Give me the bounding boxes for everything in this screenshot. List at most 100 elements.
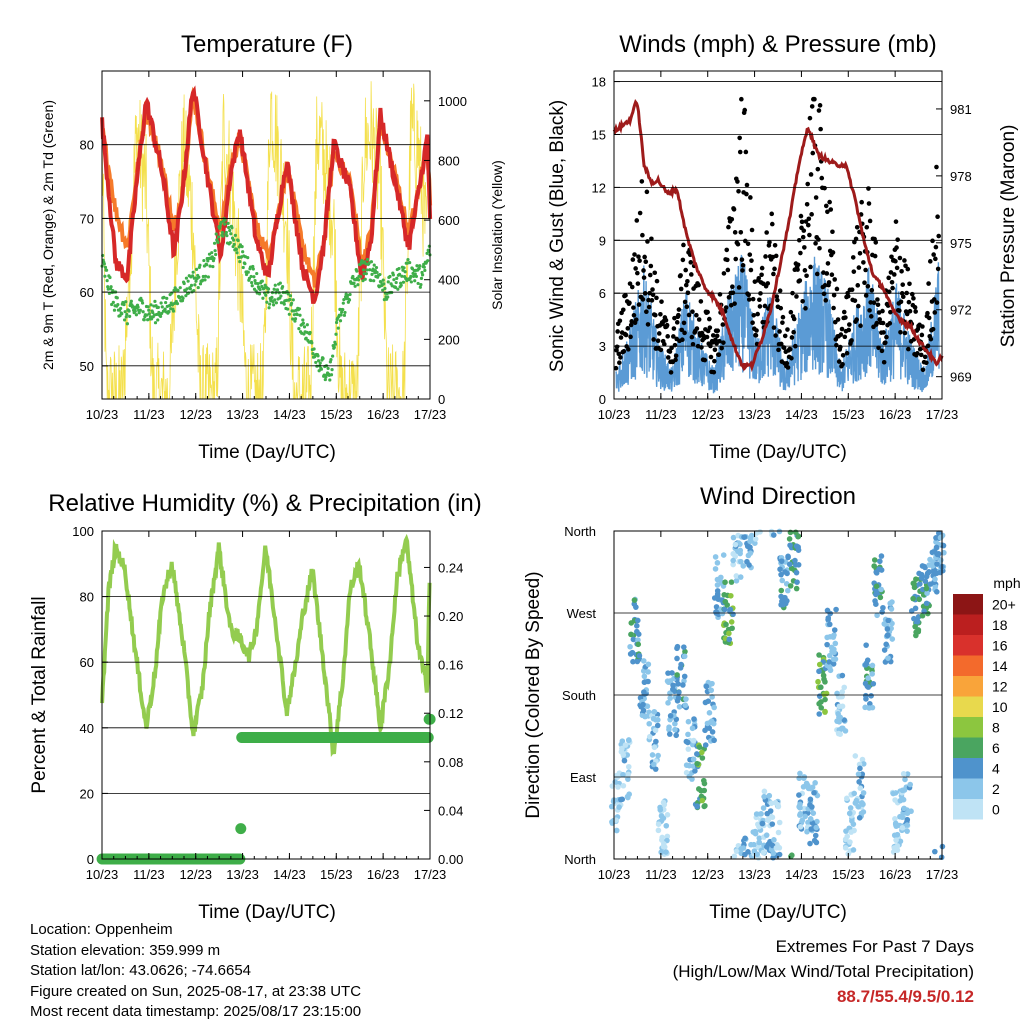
direction-point bbox=[866, 705, 873, 711]
direction-point bbox=[784, 587, 791, 594]
solar-series-line bbox=[101, 81, 428, 400]
direction-point bbox=[792, 557, 798, 564]
direction-point bbox=[881, 647, 888, 653]
gust-point bbox=[681, 320, 687, 326]
legend-label: 4 bbox=[992, 760, 1000, 776]
dewpoint-point bbox=[414, 274, 419, 279]
gust-point bbox=[828, 207, 834, 212]
dewpoint-point bbox=[271, 303, 276, 307]
legend-swatch bbox=[953, 655, 983, 676]
gust-point bbox=[891, 272, 897, 277]
direction-point bbox=[763, 832, 770, 838]
gust-point bbox=[759, 272, 764, 278]
dewpoint-point bbox=[124, 300, 128, 304]
direction-point bbox=[737, 574, 744, 580]
winds-xtick-label: 11/23 bbox=[645, 407, 677, 422]
gust-point bbox=[823, 298, 829, 303]
dewpoint-point bbox=[399, 283, 403, 287]
direction-point bbox=[732, 541, 739, 548]
direction-point bbox=[653, 738, 659, 745]
dewpoint-point bbox=[103, 274, 107, 278]
gust-point bbox=[618, 335, 624, 340]
legend-label: 18 bbox=[992, 617, 1008, 633]
direction-point bbox=[730, 561, 736, 568]
direction-xtick-label: 13/23 bbox=[738, 867, 771, 882]
recent-data-text: Most recent data timestamp: 2025/08/17 2… bbox=[30, 1003, 362, 1020]
direction-point bbox=[769, 821, 776, 827]
gust-point bbox=[673, 353, 679, 359]
direction-point bbox=[647, 733, 653, 740]
temperature-ytick-label: 50 bbox=[80, 359, 94, 374]
gust-point bbox=[889, 279, 895, 285]
direction-point bbox=[824, 641, 830, 648]
dewpoint-point bbox=[216, 240, 220, 244]
temperature-xtick-label: 12/23 bbox=[179, 407, 212, 422]
direction-point bbox=[654, 722, 661, 729]
direction-point bbox=[758, 811, 764, 817]
dewpoint-point bbox=[211, 264, 215, 269]
gust-point bbox=[647, 272, 653, 278]
dewpoint-point bbox=[278, 281, 282, 285]
gust-point bbox=[717, 338, 722, 344]
gust-point bbox=[930, 326, 936, 332]
gust-point bbox=[890, 285, 895, 291]
dewpoint-point bbox=[409, 280, 413, 284]
winds-xtick-label: 13/23 bbox=[738, 407, 771, 422]
direction-point bbox=[932, 576, 938, 583]
dewpoint-point bbox=[318, 361, 322, 365]
gust-point bbox=[680, 257, 686, 263]
temperature-xtick-label: 15/23 bbox=[320, 407, 353, 422]
humidity-xtick-label: 10/23 bbox=[86, 867, 119, 882]
direction-point bbox=[794, 579, 800, 585]
dewpoint-point bbox=[212, 241, 217, 245]
direction-point bbox=[665, 700, 671, 706]
dewpoint-point bbox=[141, 310, 145, 314]
temperature-y2tick-label: 0 bbox=[438, 392, 445, 407]
dewpoint-point bbox=[122, 302, 126, 307]
direction-point bbox=[859, 756, 866, 763]
direction-point bbox=[702, 802, 708, 809]
gust-point bbox=[902, 330, 908, 336]
direction-point bbox=[922, 578, 929, 585]
gust-point bbox=[824, 271, 830, 276]
direction-point bbox=[712, 566, 719, 572]
dewpoint-point bbox=[191, 270, 195, 274]
gust-point bbox=[795, 267, 800, 272]
dewpoint-point bbox=[255, 271, 259, 276]
gust-point bbox=[683, 267, 688, 273]
dewpoint-point bbox=[270, 291, 275, 295]
gust-point bbox=[736, 189, 741, 194]
legend-swatch bbox=[953, 717, 983, 738]
gust-point bbox=[655, 338, 661, 344]
dewpoint-point bbox=[383, 286, 387, 291]
dewpoint-point bbox=[360, 259, 364, 263]
gust-point bbox=[889, 254, 894, 260]
direction-point bbox=[847, 805, 854, 811]
direction-point bbox=[726, 630, 732, 637]
gust-point bbox=[869, 287, 875, 293]
gust-point bbox=[898, 330, 903, 335]
gust-point bbox=[819, 175, 825, 181]
gust-point bbox=[907, 308, 913, 314]
direction-point bbox=[740, 563, 747, 569]
legend-swatch bbox=[953, 758, 983, 779]
gust-point bbox=[840, 361, 845, 367]
direction-point bbox=[744, 543, 751, 550]
gust-point bbox=[747, 252, 753, 257]
dewpoint-point bbox=[198, 282, 203, 286]
direction-point bbox=[797, 823, 804, 830]
gust-point bbox=[682, 299, 688, 305]
gust-point bbox=[683, 282, 689, 288]
dewpoint-point bbox=[272, 287, 276, 291]
direction-point bbox=[776, 819, 783, 826]
winds-y2tick-label: 978 bbox=[950, 169, 972, 184]
direction-point bbox=[722, 598, 729, 605]
winds-y2tick-label: 981 bbox=[950, 102, 972, 117]
gust-point bbox=[735, 179, 740, 184]
direction-point bbox=[868, 693, 874, 699]
gust-point bbox=[788, 309, 794, 315]
direction-point bbox=[931, 549, 938, 555]
gust-point bbox=[690, 309, 695, 314]
direction-point bbox=[760, 805, 767, 811]
winds-xtick-label: 12/23 bbox=[691, 407, 724, 422]
